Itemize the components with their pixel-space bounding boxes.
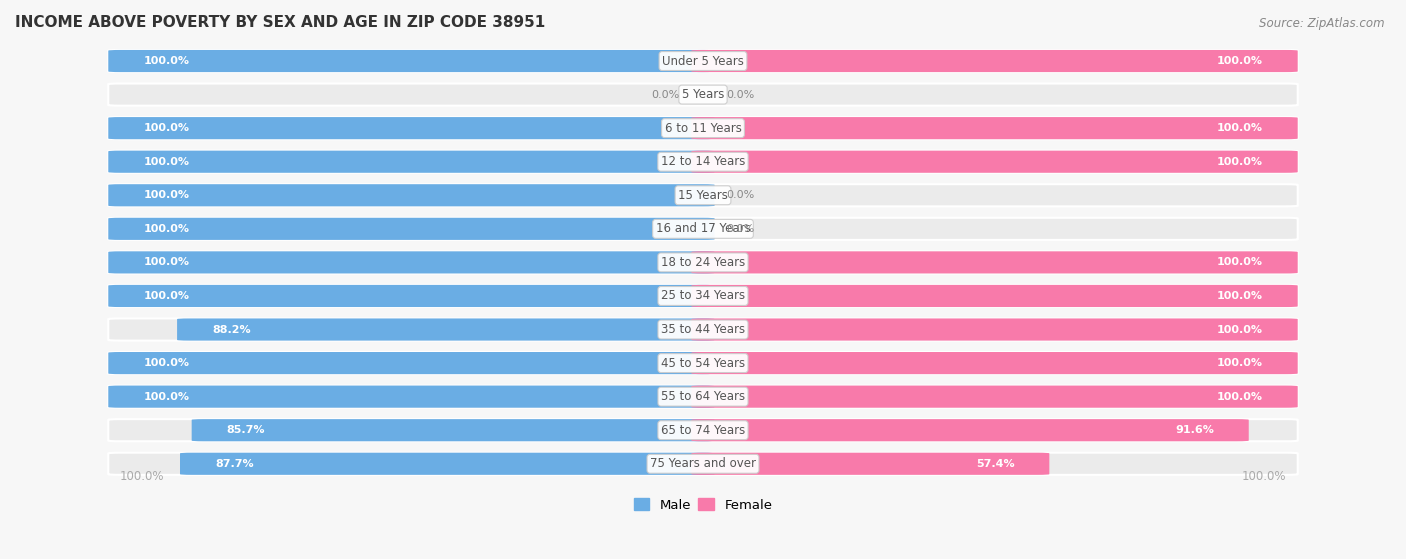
Text: 0.0%: 0.0%	[651, 89, 679, 100]
FancyBboxPatch shape	[692, 50, 1298, 72]
FancyBboxPatch shape	[692, 319, 1298, 340]
Text: 100.0%: 100.0%	[1216, 56, 1263, 66]
Text: 5 Years: 5 Years	[682, 88, 724, 101]
FancyBboxPatch shape	[108, 386, 1298, 408]
FancyBboxPatch shape	[108, 218, 714, 240]
Text: 16 and 17 Years: 16 and 17 Years	[655, 222, 751, 235]
Text: 35 to 44 Years: 35 to 44 Years	[661, 323, 745, 336]
Text: 88.2%: 88.2%	[212, 325, 250, 334]
FancyBboxPatch shape	[108, 218, 1298, 240]
FancyBboxPatch shape	[108, 252, 714, 273]
FancyBboxPatch shape	[108, 117, 714, 139]
Text: 100.0%: 100.0%	[1216, 291, 1263, 301]
FancyBboxPatch shape	[692, 285, 1298, 307]
Text: 12 to 14 Years: 12 to 14 Years	[661, 155, 745, 168]
Text: 0.0%: 0.0%	[727, 89, 755, 100]
FancyBboxPatch shape	[108, 83, 1298, 106]
FancyBboxPatch shape	[108, 352, 1298, 374]
FancyBboxPatch shape	[108, 352, 714, 374]
FancyBboxPatch shape	[108, 50, 1298, 72]
FancyBboxPatch shape	[108, 50, 714, 72]
Text: 0.0%: 0.0%	[727, 190, 755, 200]
Text: 85.7%: 85.7%	[226, 425, 266, 435]
FancyBboxPatch shape	[692, 150, 1298, 173]
FancyBboxPatch shape	[108, 184, 714, 206]
Legend: Male, Female: Male, Female	[628, 493, 778, 517]
FancyBboxPatch shape	[180, 453, 714, 475]
FancyBboxPatch shape	[108, 386, 714, 408]
FancyBboxPatch shape	[108, 285, 714, 307]
Text: INCOME ABOVE POVERTY BY SEX AND AGE IN ZIP CODE 38951: INCOME ABOVE POVERTY BY SEX AND AGE IN Z…	[15, 15, 546, 30]
Text: 65 to 74 Years: 65 to 74 Years	[661, 424, 745, 437]
Text: 100.0%: 100.0%	[1216, 325, 1263, 334]
Text: 100.0%: 100.0%	[1216, 157, 1263, 167]
Text: 100.0%: 100.0%	[120, 470, 165, 483]
Text: 100.0%: 100.0%	[143, 358, 190, 368]
Text: 100.0%: 100.0%	[1241, 470, 1286, 483]
Text: 57.4%: 57.4%	[976, 459, 1014, 469]
Text: 100.0%: 100.0%	[1216, 392, 1263, 402]
Text: Source: ZipAtlas.com: Source: ZipAtlas.com	[1260, 17, 1385, 30]
Text: 100.0%: 100.0%	[143, 56, 190, 66]
FancyBboxPatch shape	[108, 419, 1298, 441]
Text: 100.0%: 100.0%	[143, 257, 190, 267]
FancyBboxPatch shape	[692, 453, 1049, 475]
Text: 100.0%: 100.0%	[143, 291, 190, 301]
Text: 100.0%: 100.0%	[143, 392, 190, 402]
Text: 100.0%: 100.0%	[1216, 123, 1263, 133]
Text: 25 to 34 Years: 25 to 34 Years	[661, 290, 745, 302]
Text: 75 Years and over: 75 Years and over	[650, 457, 756, 470]
FancyBboxPatch shape	[108, 184, 1298, 206]
FancyBboxPatch shape	[108, 285, 1298, 307]
Text: 100.0%: 100.0%	[1216, 257, 1263, 267]
Text: 55 to 64 Years: 55 to 64 Years	[661, 390, 745, 403]
FancyBboxPatch shape	[191, 419, 714, 441]
FancyBboxPatch shape	[108, 453, 1298, 475]
FancyBboxPatch shape	[108, 150, 714, 173]
Text: 100.0%: 100.0%	[143, 224, 190, 234]
FancyBboxPatch shape	[692, 386, 1298, 408]
Text: 100.0%: 100.0%	[143, 123, 190, 133]
FancyBboxPatch shape	[108, 319, 1298, 340]
Text: 91.6%: 91.6%	[1175, 425, 1213, 435]
FancyBboxPatch shape	[692, 352, 1298, 374]
Text: 15 Years: 15 Years	[678, 189, 728, 202]
Text: Under 5 Years: Under 5 Years	[662, 55, 744, 68]
FancyBboxPatch shape	[692, 252, 1298, 273]
FancyBboxPatch shape	[108, 150, 1298, 173]
FancyBboxPatch shape	[108, 252, 1298, 273]
FancyBboxPatch shape	[108, 117, 1298, 139]
Text: 100.0%: 100.0%	[143, 190, 190, 200]
Text: 18 to 24 Years: 18 to 24 Years	[661, 256, 745, 269]
Text: 100.0%: 100.0%	[143, 157, 190, 167]
FancyBboxPatch shape	[177, 319, 714, 340]
FancyBboxPatch shape	[692, 117, 1298, 139]
FancyBboxPatch shape	[692, 419, 1249, 441]
Text: 6 to 11 Years: 6 to 11 Years	[665, 122, 741, 135]
Text: 87.7%: 87.7%	[215, 459, 253, 469]
Text: 45 to 54 Years: 45 to 54 Years	[661, 357, 745, 369]
Text: 100.0%: 100.0%	[1216, 358, 1263, 368]
Text: 0.0%: 0.0%	[727, 224, 755, 234]
